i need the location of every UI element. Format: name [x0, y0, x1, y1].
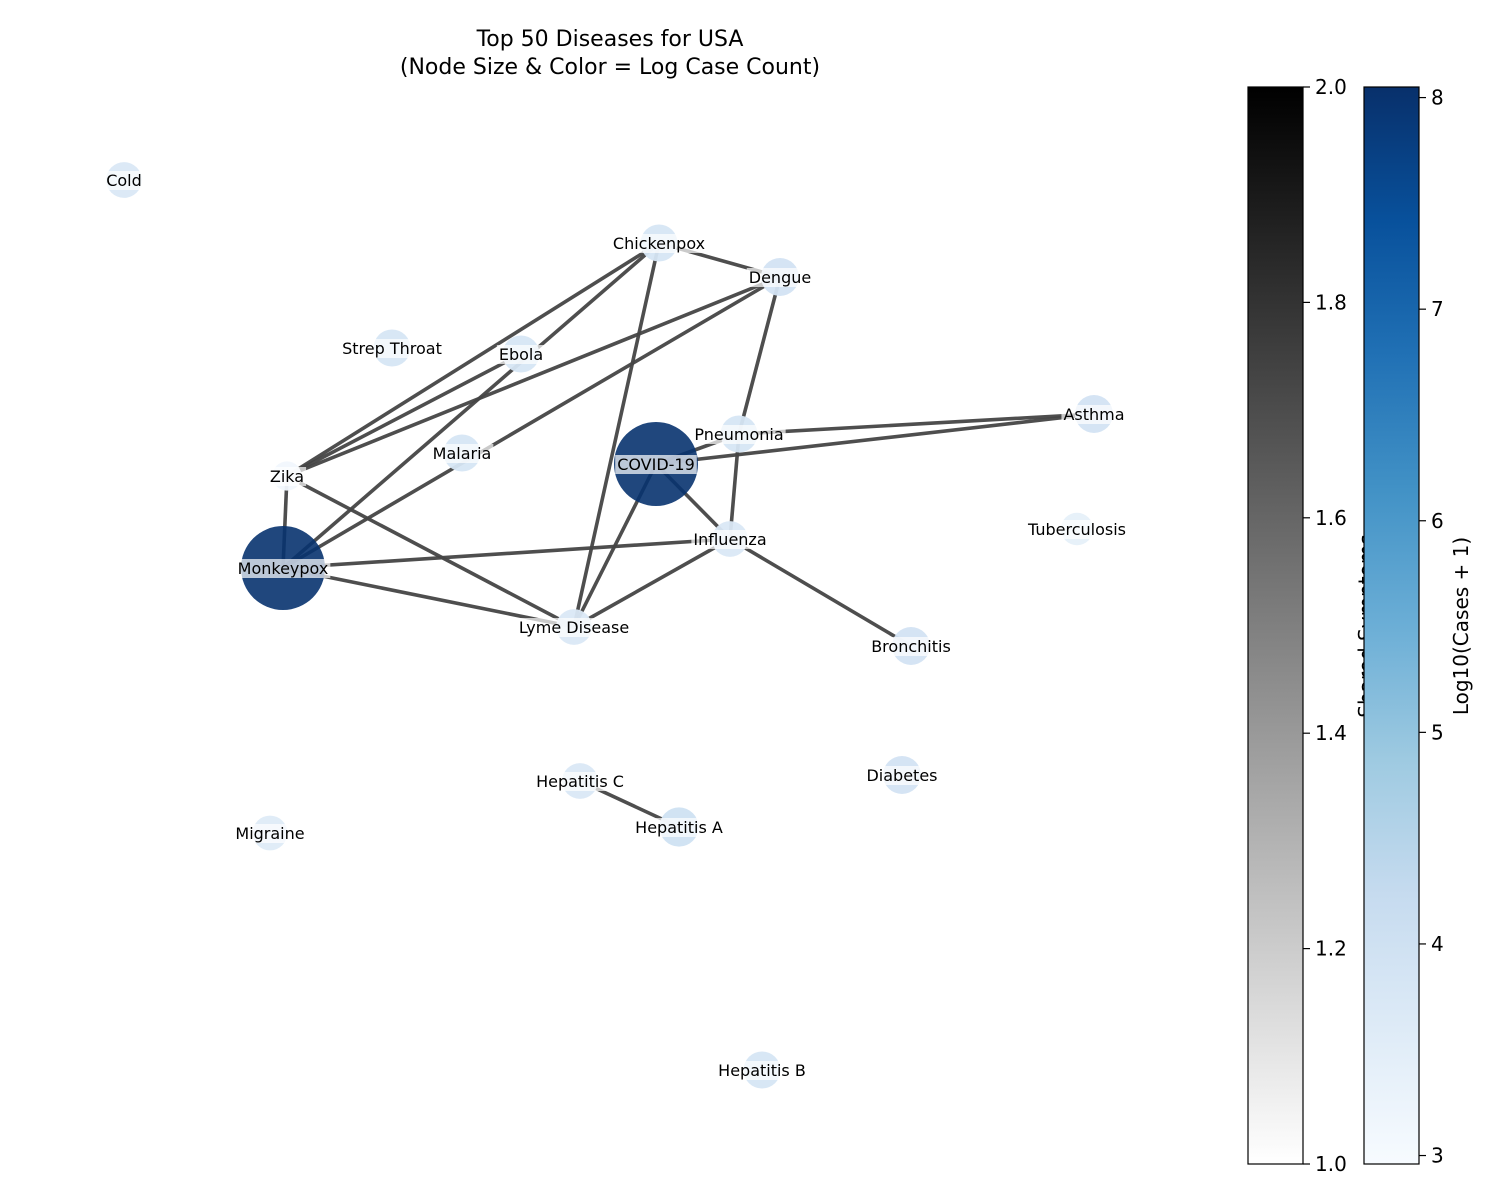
edge-monkeypox-lyme-disease — [282, 566, 575, 629]
node-label-asthma: Asthma — [1063, 405, 1124, 424]
node-label-hepatitis-a: Hepatitis A — [635, 818, 723, 837]
node-label-covid-19: COVID-19 — [617, 455, 695, 474]
node-label-bg-zika — [267, 467, 307, 486]
node-label-chickenpox: Chickenpox — [613, 234, 705, 253]
node-label-ebola: Ebola — [499, 345, 543, 364]
gray-colorbar — [1247, 86, 1304, 1165]
node-label-bg-tuberculosis — [1025, 520, 1128, 539]
node-label-bg-ebola — [496, 345, 546, 364]
log-cases-colorbar: 3 4 5 6 7 8 Log10(Cases + 1) — [1363, 86, 1473, 1168]
node-label-bg-chickenpox — [610, 234, 708, 253]
shared-symptoms-colorbar: 1.01.21.41.61.82.0 Shared Symptoms — [1247, 75, 1378, 1176]
node-label-monkeypox: Monkeypox — [238, 559, 329, 578]
node-label-bronchitis: Bronchitis — [871, 637, 951, 656]
blues-colorbar-tick-label: 3 — [1431, 1144, 1444, 1168]
edge-influenza-bronchitis — [729, 537, 912, 648]
edge-dengue-zika — [286, 275, 781, 478]
node-label-pneumonia: Pneumonia — [694, 425, 783, 444]
node-label-bg-dengue — [746, 268, 814, 287]
blues-colorbar-tick-label: 5 — [1431, 720, 1444, 744]
node-strep-throat: Strep Throat — [340, 329, 444, 367]
node-hepatitis-a: Hepatitis A — [633, 807, 725, 847]
node-ebola: Ebola — [496, 335, 546, 373]
blues-colorbar-tick-label: 6 — [1431, 509, 1444, 533]
node-label-bg-hepatitis-a — [633, 818, 725, 837]
node-label-bg-influenza — [691, 530, 769, 549]
node-covid-19: COVID-19 — [614, 422, 698, 506]
node-label-strep-throat: Strep Throat — [342, 339, 442, 358]
blues-colorbar-tick-label: 8 — [1431, 86, 1444, 110]
node-cold: Cold — [104, 162, 144, 198]
node-diabetes: Diabetes — [864, 756, 940, 794]
edge-ebola-zika — [286, 352, 522, 478]
node-label-bg-hepatitis-c — [534, 772, 626, 791]
node-pneumonia: Pneumonia — [692, 415, 786, 453]
node-label-hepatitis-c: Hepatitis C — [536, 772, 624, 791]
edge-pneumonia-asthma — [738, 412, 1095, 436]
node-monkeypox: Monkeypox — [235, 526, 331, 610]
node-label-bg-bronchitis — [869, 637, 953, 656]
node-label-lyme-disease: Lyme Disease — [519, 618, 629, 637]
node-label-influenza: Influenza — [693, 530, 766, 549]
edge-chickenpox-monkeypox — [281, 241, 661, 570]
blues-colorbar-tick-label: 4 — [1431, 932, 1444, 956]
gray-colorbar-tick-label: 1.4 — [1315, 721, 1347, 745]
node-label-hepatitis-b: Hepatitis B — [718, 1061, 806, 1080]
node-label-bg-strep-throat — [340, 339, 444, 358]
chart-title-line1: Top 50 Diseases for USA — [476, 27, 744, 52]
node-label-bg-monkeypox — [235, 559, 331, 578]
blues-colorbar — [1363, 86, 1420, 1165]
node-label-zika: Zika — [270, 467, 304, 486]
edge-influenza-monkeypox — [282, 537, 731, 570]
node-label-bg-hepatitis-b — [716, 1061, 808, 1080]
node-label-dengue: Dengue — [749, 268, 811, 287]
node-hepatitis-b: Hepatitis B — [716, 1051, 808, 1089]
node-label-tuberculosis: Tuberculosis — [1027, 520, 1126, 539]
node-label-bg-diabetes — [864, 766, 940, 785]
node-migraine: Migraine — [233, 815, 307, 851]
gray-colorbar-tick-label: 1.0 — [1315, 1152, 1347, 1176]
node-label-bg-covid-19 — [615, 455, 697, 474]
gray-colorbar-ticks: 1.0 1.2 1.4 1.6 1.8 2.0 — [1303, 75, 1347, 1176]
edge-layer — [281, 241, 1095, 829]
node-label-bg-lyme-disease — [516, 618, 632, 637]
edge-chickenpox-lyme-disease — [572, 242, 661, 628]
node-zika: Zika — [267, 461, 307, 491]
node-label-bg-cold — [104, 171, 144, 190]
node-malaria: Malaria — [430, 434, 494, 472]
edge-zika-lyme-disease — [286, 474, 575, 629]
gray-colorbar-tick-label: 2.0 — [1315, 75, 1347, 99]
node-label-malaria: Malaria — [433, 444, 492, 463]
node-label-bg-asthma — [1061, 405, 1127, 424]
node-label-cold: Cold — [106, 171, 142, 190]
node-label-diabetes: Diabetes — [866, 766, 937, 785]
node-tuberculosis: Tuberculosis — [1025, 512, 1128, 546]
edge-dengue-pneumonia — [737, 276, 782, 435]
gray-colorbar-tick-label: 1.6 — [1315, 506, 1347, 530]
blues-colorbar-tick-label: 7 — [1431, 297, 1444, 321]
gray-colorbar-tick-label: 1.2 — [1315, 937, 1347, 961]
node-influenza: Influenza — [691, 521, 769, 557]
gray-colorbar-tick-label: 1.8 — [1315, 290, 1347, 314]
chart-title-line2: (Node Size & Color = Log Case Count) — [400, 55, 820, 80]
node-dengue: Dengue — [746, 258, 814, 296]
node-layer: Cold Chickenpox Dengue Strep Throat Ebola Ast… — [104, 162, 1128, 1089]
node-lyme-disease: Lyme Disease — [516, 609, 632, 645]
blues-colorbar-ticks: 3 4 5 6 7 8 — [1419, 86, 1444, 1168]
node-label-bg-migraine — [233, 824, 307, 843]
node-label-bg-pneumonia — [692, 425, 786, 444]
edge-covid-19-asthma — [655, 412, 1095, 466]
edge-influenza-lyme-disease — [573, 537, 731, 629]
node-label-migraine: Migraine — [235, 824, 304, 843]
node-label-bg-malaria — [430, 444, 494, 463]
edge-dengue-monkeypox — [282, 275, 781, 570]
node-chickenpox: Chickenpox — [610, 224, 708, 262]
node-asthma: Asthma — [1061, 395, 1127, 433]
node-bronchitis: Bronchitis — [869, 627, 953, 665]
edge-chickenpox-zika — [286, 241, 660, 478]
blues-colorbar-label: Log10(Cases + 1) — [1449, 537, 1473, 715]
node-hepatitis-c: Hepatitis C — [534, 763, 626, 799]
